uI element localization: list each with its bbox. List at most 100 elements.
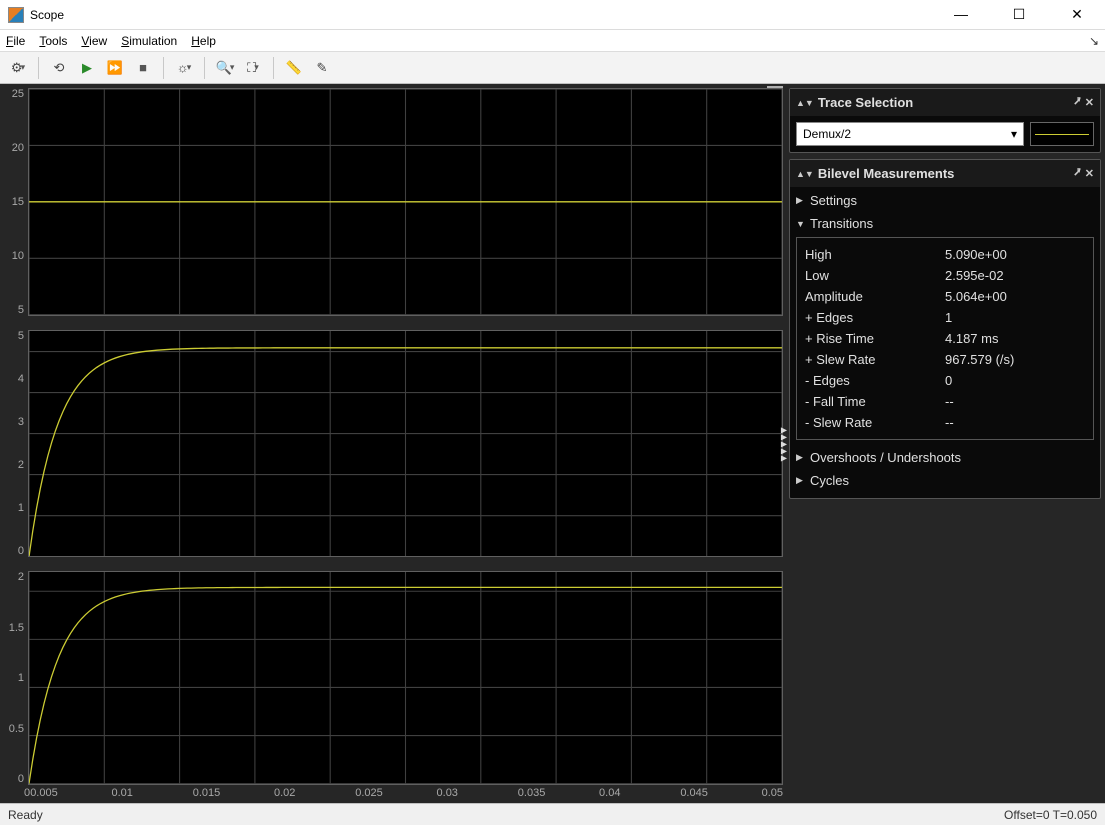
plot-2: 543210 [2,330,783,558]
measurement-row: + Rise Time4.187 ms [805,328,1085,349]
measurement-value: 0 [945,373,1085,388]
y-tick-label: 3 [18,416,24,428]
triangle-right-icon: ▶ [796,452,806,463]
section-label: Overshoots / Undershoots [810,450,961,465]
y-tick-label: 4 [18,373,24,385]
measurement-row: Amplitude5.064e+00 [805,286,1085,307]
measurement-row: Low2.595e-02 [805,265,1085,286]
separator [38,57,39,79]
measurement-label: + Edges [805,310,945,325]
menu-view[interactable]: View [81,34,107,48]
measurement-value: 4.187 ms [945,331,1085,346]
measurement-value: 967.579 (/s) [945,352,1085,367]
panel-header: ▲▼ Trace Selection ⭷ ✕ [790,89,1100,116]
x-tick-label: 0.02 [274,787,355,799]
trace-preview [1030,122,1094,146]
chevron-down-icon: ▾ [230,62,235,73]
y-tick-label: 2 [18,571,24,583]
menu-bar: File Tools View Simulation Help ↘ [0,30,1105,52]
measurement-label: High [805,247,945,262]
close-icon[interactable]: ✕ [1085,96,1094,109]
y-tick-label: 25 [12,88,24,100]
run-button[interactable]: ▶ [75,56,99,80]
collapse-icon[interactable]: ▲▼ [796,98,814,108]
separator [163,57,164,79]
menu-simulation[interactable]: Simulation [121,34,177,48]
plot-area[interactable] [28,330,783,558]
y-axis: 21.510.50 [2,571,28,785]
measurement-value: -- [945,415,1085,430]
section-label: Transitions [810,216,873,231]
chevron-down-icon: ▾ [254,62,259,73]
window-title: Scope [30,8,941,22]
annotate-button[interactable]: ✎ [310,56,334,80]
measurement-label: - Edges [805,373,945,388]
pin-icon[interactable]: ⭷ [1074,93,1081,112]
y-tick-label: 0.5 [9,723,24,735]
section-overshoots[interactable]: ▶ Overshoots / Undershoots [794,446,1096,469]
y-tick-label: 5 [18,330,24,342]
y-tick-label: 2 [18,459,24,471]
stop-button[interactable]: ■ [131,56,155,80]
menu-file[interactable]: File [6,34,25,48]
section-transitions[interactable]: ▼ Transitions [794,212,1096,235]
x-tick-label: 0.015 [193,787,274,799]
plot-1: 252015105 [2,88,783,316]
menu-tools[interactable]: Tools [39,34,67,48]
measurement-row: - Fall Time-- [805,391,1085,412]
measurement-value: -- [945,394,1085,409]
autoscale-button[interactable]: ⛶▾ [241,56,265,80]
close-button[interactable]: ✕ [1057,6,1097,23]
panel-title: Trace Selection [818,95,1070,110]
section-cycles[interactable]: ▶ Cycles [794,469,1096,492]
chevron-down-icon: ▾ [187,62,192,73]
menu-help[interactable]: Help [191,34,216,48]
y-tick-label: 15 [12,196,24,208]
plots-region: ⇱ 25201510554321021.510.5000.0050.010.01… [0,84,785,803]
content-area: ⇱ 25201510554321021.510.5000.0050.010.01… [0,84,1105,803]
app-icon [8,7,24,23]
minimize-button[interactable]: — [941,6,981,23]
y-tick-label: 5 [18,304,24,316]
step-back-button[interactable]: ⟲ [47,56,71,80]
plot-area[interactable] [28,571,783,785]
pin-icon[interactable]: ⭷ [1074,164,1081,183]
x-tick-label: 0.035 [518,787,599,799]
zoom-button[interactable]: 🔍▾ [213,56,237,80]
settings-button[interactable]: ⚙▾ [6,56,30,80]
maximize-button[interactable]: ☐ [999,6,1039,23]
status-bar: Ready Offset=0 T=0.050 [0,803,1105,825]
y-axis: 543210 [2,330,28,558]
measurement-value: 2.595e-02 [945,268,1085,283]
collapse-icon[interactable]: ▲▼ [796,169,814,179]
y-tick-label: 1 [18,672,24,684]
measurement-value: 1 [945,310,1085,325]
highlight-button[interactable]: ☼▾ [172,56,196,80]
measurement-label: + Rise Time [805,331,945,346]
status-right: Offset=0 T=0.050 [1004,808,1097,822]
measure-button[interactable]: 📏 [282,56,306,80]
separator [204,57,205,79]
y-tick-label: 1.5 [9,622,24,634]
panel-collapse-handle[interactable]: ▶▶▶▶▶ [781,426,787,461]
plot-area[interactable] [28,88,783,316]
x-tick-label: 0.045 [680,787,761,799]
menu-corner-icon[interactable]: ↘ [1089,34,1099,48]
title-bar: Scope — ☐ ✕ [0,0,1105,30]
section-settings[interactable]: ▶ Settings [794,189,1096,212]
triangle-right-icon: ▶ [796,475,806,486]
measurement-row: High5.090e+00 [805,244,1085,265]
close-icon[interactable]: ✕ [1085,167,1094,180]
measurement-row: + Edges1 [805,307,1085,328]
section-label: Cycles [810,473,849,488]
trace-select[interactable]: Demux/2 ▾ [796,122,1024,146]
triangle-right-icon: ▶ [796,195,806,206]
measurement-row: + Slew Rate967.579 (/s) [805,349,1085,370]
y-tick-label: 0 [18,545,24,557]
measurement-value: 5.090e+00 [945,247,1085,262]
step-forward-button[interactable]: ⏩ [103,56,127,80]
trace-select-value: Demux/2 [803,127,851,141]
panel-title: Bilevel Measurements [818,166,1070,181]
x-tick-label: 0.04 [599,787,680,799]
separator [273,57,274,79]
